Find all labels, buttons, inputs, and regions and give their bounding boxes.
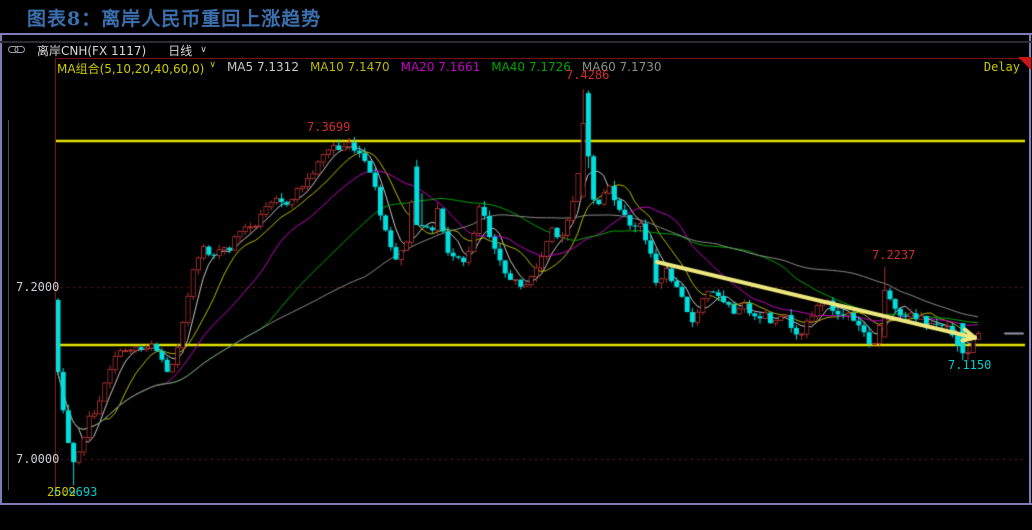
ma5-value: MA5 7.1312 [226, 60, 299, 74]
x-axis-start-label: 2502 [47, 485, 76, 499]
alert-corner-icon [1018, 57, 1031, 70]
ma-legend: MA组合(5,10,20,40,60,0) ∨ MA5 7.1312 MA10 … [57, 60, 662, 77]
y-axis-label-7-2000: 7.2000 [16, 280, 60, 294]
ma40-value: MA40 7.1726 [491, 60, 571, 74]
ma20-value: MA20 7.1661 [400, 60, 481, 74]
left-low-price-label: 6.9693 [54, 485, 98, 499]
recent-low-price-label: 7.1150 [948, 358, 992, 372]
ma-group-selector[interactable]: MA组合(5,10,20,40,60,0) [57, 62, 205, 76]
y-axis-label-7-0000: 7.0000 [16, 452, 60, 466]
peak-price-label: 7.4286 [566, 68, 610, 82]
delay-badge: Delay [983, 60, 1020, 74]
plot-top-border [55, 58, 1032, 59]
side-rail [8, 120, 9, 490]
resistance-price-label: 7.3699 [307, 120, 351, 134]
ma60-value: MA60 7.1730 [581, 60, 662, 74]
ma-group-dropdown-icon[interactable]: ∨ [209, 60, 216, 70]
plot-left-border [55, 58, 56, 497]
bottom-margin [0, 505, 1032, 530]
minor-high-price-label: 7.2237 [872, 248, 916, 262]
ma10-value: MA10 7.1470 [309, 60, 390, 74]
